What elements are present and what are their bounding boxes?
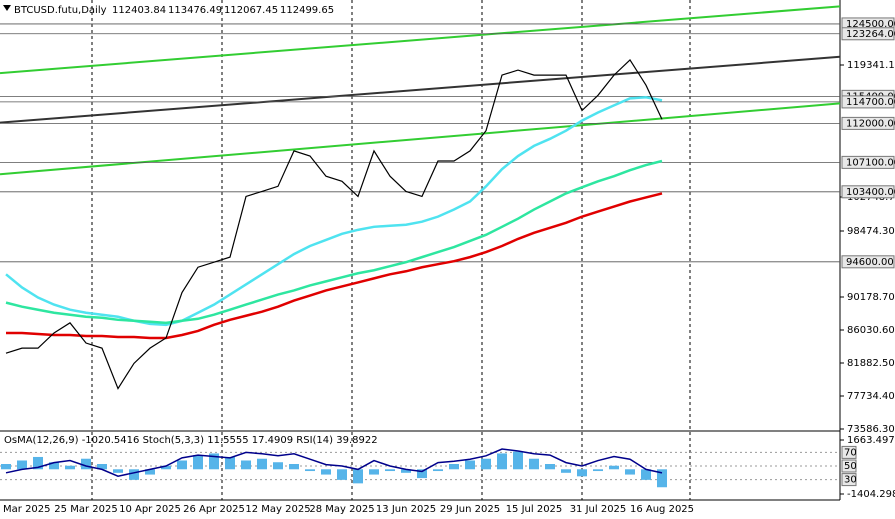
y-tick-label: 98474.30 bbox=[847, 226, 895, 237]
trendline bbox=[0, 55, 841, 124]
osma-bar bbox=[481, 458, 491, 470]
osma-bar bbox=[561, 469, 571, 473]
y-tick-label: 119341.10 bbox=[847, 60, 895, 71]
osma-bar bbox=[449, 464, 459, 470]
level-label: 94600.00 bbox=[846, 257, 894, 268]
osma-bar bbox=[337, 469, 347, 480]
osc-tick-label: -1404.2982 bbox=[847, 489, 895, 500]
level-label-box bbox=[841, 155, 895, 169]
chart-title: BTCUSD.futu,Daily bbox=[14, 5, 107, 16]
osma-bar bbox=[129, 469, 139, 480]
osma-bar bbox=[49, 462, 59, 470]
level-label-box bbox=[841, 255, 895, 269]
osma-bar bbox=[273, 462, 283, 470]
rsi-label-box bbox=[841, 445, 857, 459]
osma-bar bbox=[593, 469, 603, 472]
price-line bbox=[5, 159, 663, 325]
level-label: 107100.00 bbox=[846, 157, 895, 168]
osma-bar bbox=[609, 465, 619, 470]
x-tick-label: 31 Jul 2025 bbox=[570, 504, 627, 515]
title-icon bbox=[3, 5, 11, 11]
x-tick-label: 29 Jun 2025 bbox=[440, 504, 500, 515]
x-tick-label: 9 Mar 2025 bbox=[0, 504, 51, 515]
ohlc-value: 112067.45 bbox=[224, 5, 278, 16]
y-tick-label: 81882.50 bbox=[847, 358, 895, 369]
osma-bar bbox=[113, 469, 123, 473]
osma-bar bbox=[321, 469, 331, 475]
ohlc-value: 113476.49 bbox=[168, 5, 222, 16]
osma-bar bbox=[97, 464, 107, 470]
osma-bar bbox=[257, 458, 267, 470]
level-label: 124500.00 bbox=[846, 19, 895, 30]
osma-bar bbox=[209, 453, 219, 470]
osma-bar bbox=[1, 464, 11, 470]
ohlc-value: 112499.65 bbox=[280, 5, 334, 16]
level-label: 123264.00 bbox=[846, 29, 895, 40]
osma-bar bbox=[353, 469, 363, 484]
x-tick-label: 16 Aug 2025 bbox=[630, 504, 694, 515]
osma-bar bbox=[81, 458, 91, 470]
osma-bar bbox=[529, 458, 539, 470]
rsi-label-box bbox=[841, 459, 857, 473]
osma-bar bbox=[625, 469, 635, 475]
osma-bar bbox=[241, 460, 251, 470]
x-tick-label: 25 Mar 2025 bbox=[54, 504, 117, 515]
osma-bar bbox=[289, 464, 299, 470]
osma-bar bbox=[513, 451, 523, 470]
x-tick-label: 12 May 2025 bbox=[245, 504, 310, 515]
level-label-box bbox=[841, 185, 895, 199]
oscillator-label: OsMA(12,26,9) -1020.5416 Stoch(5,3,3) 11… bbox=[4, 435, 378, 446]
x-tick-label: 10 Apr 2025 bbox=[119, 504, 181, 515]
level-label: 112000.00 bbox=[846, 118, 895, 129]
osma-bar bbox=[193, 455, 203, 470]
y-tick-label: 73586.30 bbox=[847, 424, 895, 435]
x-tick-label: 13 Jun 2025 bbox=[376, 504, 436, 515]
x-tick-label: 28 May 2025 bbox=[309, 504, 374, 515]
rsi-line bbox=[5, 448, 663, 477]
ohlc-value: 112403.84 bbox=[112, 5, 166, 16]
osma-bar bbox=[177, 460, 187, 470]
osma-bar bbox=[305, 469, 315, 472]
osma-bar bbox=[161, 465, 171, 470]
x-tick-label: 15 Jul 2025 bbox=[506, 504, 563, 515]
osma-bar bbox=[33, 456, 43, 470]
level-label: 103400.00 bbox=[846, 187, 895, 198]
osma-bar bbox=[497, 453, 507, 470]
y-tick-label: 86030.60 bbox=[847, 325, 895, 336]
level-label-box bbox=[841, 95, 895, 109]
rsi-label-box bbox=[841, 473, 857, 487]
osma-bar bbox=[17, 460, 27, 470]
osma-bar bbox=[65, 465, 75, 470]
osma-bar bbox=[401, 469, 411, 473]
rsi-tick-label: 70 bbox=[844, 447, 857, 458]
osma-bar bbox=[417, 469, 427, 479]
rsi-tick-label: 30 bbox=[844, 475, 857, 486]
vertical-grid bbox=[91, 0, 691, 500]
osma-bar bbox=[385, 469, 395, 472]
osma-bar bbox=[145, 469, 155, 475]
osma-bar bbox=[577, 469, 587, 477]
osma-bar bbox=[465, 460, 475, 470]
osma-bar bbox=[641, 469, 651, 480]
price-line bbox=[5, 96, 663, 327]
osc-tick-label: 1663.4973 bbox=[847, 435, 895, 446]
osma-bar bbox=[369, 469, 379, 475]
rsi-tick-label: 50 bbox=[844, 461, 857, 472]
trendline bbox=[0, 5, 841, 75]
level-label-box bbox=[841, 116, 895, 130]
osma-bar bbox=[545, 464, 555, 470]
osma-bar bbox=[657, 469, 667, 488]
osma-bar bbox=[225, 456, 235, 470]
level-label-box bbox=[841, 27, 895, 41]
price-line bbox=[6, 192, 663, 340]
level-label: 114700.00 bbox=[846, 97, 895, 108]
x-tick-label: 26 Apr 2025 bbox=[183, 504, 245, 515]
y-tick-label: 90178.70 bbox=[847, 292, 895, 303]
y-tick-label: 77734.40 bbox=[847, 391, 895, 402]
osma-bar bbox=[433, 469, 443, 472]
price-line bbox=[5, 58, 663, 390]
